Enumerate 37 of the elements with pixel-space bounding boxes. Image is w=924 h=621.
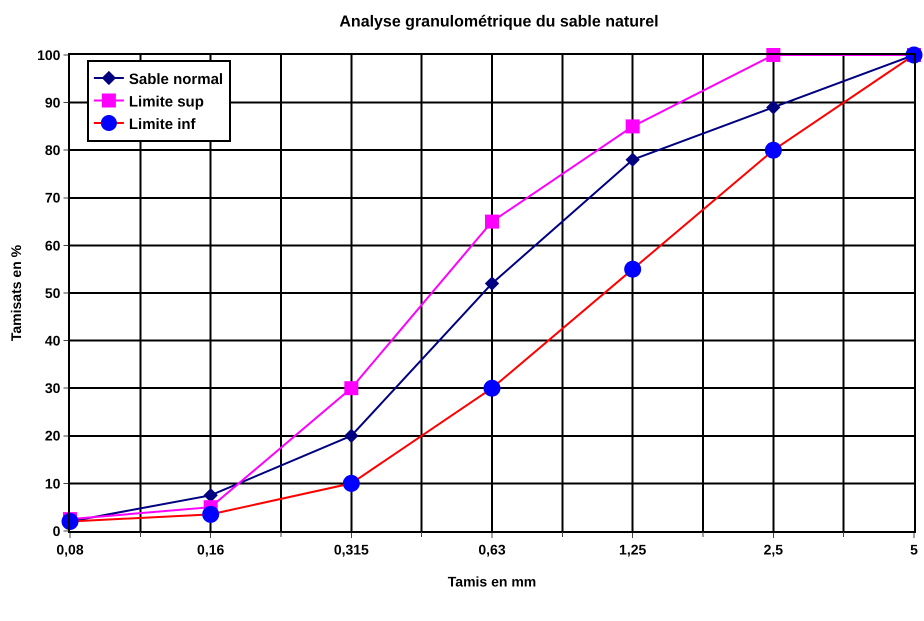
point xyxy=(342,474,360,492)
point xyxy=(484,276,500,291)
point xyxy=(626,119,640,134)
y-axis-title: Tamisats en % xyxy=(8,244,24,342)
x-axis-title: Tamis en mm xyxy=(448,573,536,590)
point xyxy=(484,380,500,397)
x-tick-label: 0,315 xyxy=(334,542,370,558)
x-tick-label: 0,08 xyxy=(56,542,84,558)
y-tick-label: 80 xyxy=(44,142,61,158)
y-tick-label: 70 xyxy=(44,190,61,206)
y-tick-label: 90 xyxy=(44,94,61,110)
chart-title: Analyse granulométrique du sable naturel xyxy=(339,14,659,31)
y-tick-label: 10 xyxy=(44,475,61,492)
y-tick-label: 20 xyxy=(44,428,61,444)
point xyxy=(344,381,358,396)
point xyxy=(764,142,782,159)
legend-label: Limite sup xyxy=(128,93,204,110)
x-tick-label: 0,63 xyxy=(478,542,506,558)
y-tick-label: 60 xyxy=(44,237,61,254)
x-tick-label: 2,5 xyxy=(764,542,784,558)
legend-label: Limite inf xyxy=(128,116,197,133)
point xyxy=(344,428,358,443)
x-tick-label: 1,25 xyxy=(619,542,647,558)
point xyxy=(624,260,642,278)
x-tick-label: 0,16 xyxy=(197,542,225,558)
legend-label: Sable normal xyxy=(128,70,224,88)
x-tick-label: 5 xyxy=(910,542,918,558)
y-tick-label: 100 xyxy=(37,46,61,63)
point xyxy=(485,214,499,229)
y-tick-label: 0 xyxy=(52,522,61,539)
y-tick-label: 50 xyxy=(44,284,61,301)
y-tick-label: 30 xyxy=(44,380,61,396)
point xyxy=(204,488,218,502)
point xyxy=(202,506,220,523)
y-tick-label: 40 xyxy=(44,332,61,348)
point xyxy=(766,100,780,115)
point xyxy=(626,152,640,167)
